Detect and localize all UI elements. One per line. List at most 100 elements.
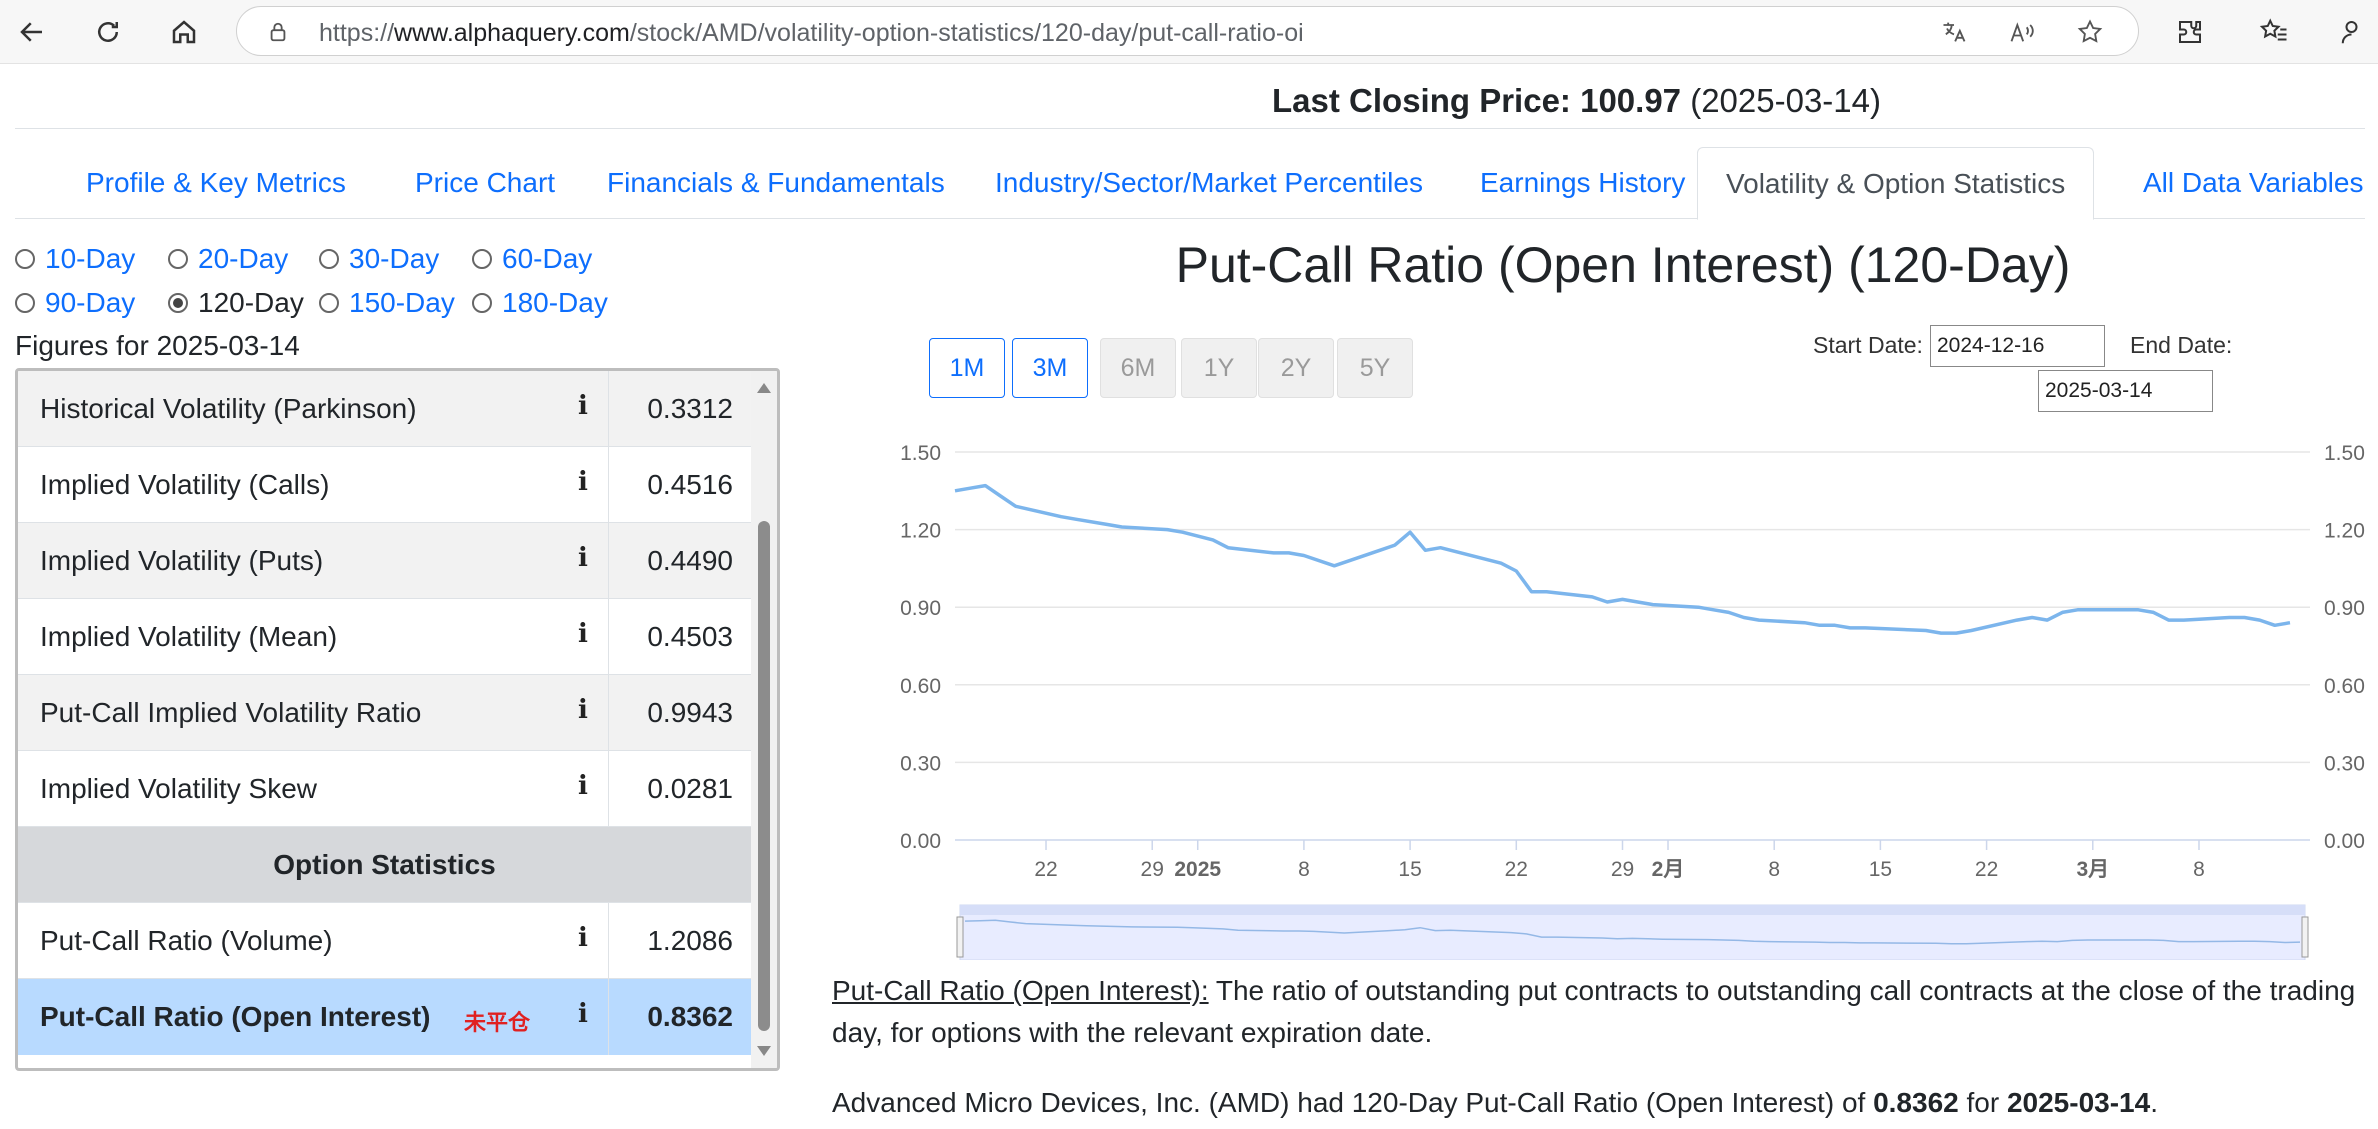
cell-divider (608, 523, 609, 599)
navigator-scrollbar[interactable] (960, 905, 2305, 915)
radio-circle[interactable] (168, 293, 188, 313)
stat-value: 0.9943 (647, 697, 733, 728)
divider (15, 128, 2365, 129)
address-bar[interactable]: https://www.alphaquery.com/stock/AMD/vol… (236, 6, 2139, 56)
favorite-star-icon[interactable] (2073, 15, 2107, 49)
navigator-handle-left[interactable] (956, 916, 964, 958)
tab-financials[interactable]: Financials & Fundamentals (607, 167, 945, 198)
table-row-selected[interactable]: Put-Call Ratio (Open Interest) 未平仓 i 0.8… (18, 979, 751, 1055)
info-icon[interactable]: i (578, 695, 588, 725)
radio-label[interactable]: 10-Day (45, 243, 136, 274)
radio-label[interactable]: 90-Day (45, 287, 136, 318)
x-tick-label: 15 (1869, 858, 1892, 881)
y-tick-label: 0.60 (900, 675, 941, 698)
refresh-icon[interactable] (84, 8, 132, 56)
radio-circle[interactable] (15, 293, 35, 313)
radio-90-day[interactable]: 90-Day (15, 287, 135, 319)
table-row[interactable]: Implied Volatility (Puts) i 0.4490 (18, 523, 751, 599)
x-tick-label: 22 (1034, 858, 1057, 881)
y-tick-label: 0.90 (900, 597, 941, 620)
radio-circle[interactable] (319, 293, 339, 313)
radio-circle[interactable] (472, 293, 492, 313)
radio-label[interactable]: 60-Day (502, 243, 593, 274)
radio-circle[interactable] (472, 249, 492, 269)
put-call-ratio-chart[interactable]: 0.00 0.30 0.60 0.90 1.20 1.50 0.00 0.30 0.60 0.9… (860, 430, 2378, 960)
radio-circle[interactable] (168, 249, 188, 269)
table-row[interactable]: Historical Volatility (Parkinson) i 0.33… (18, 371, 751, 447)
read-aloud-icon[interactable] (2005, 15, 2039, 49)
radio-circle[interactable] (15, 249, 35, 269)
info-icon[interactable]: i (578, 771, 588, 801)
table-row[interactable]: Implied Volatility Skew i 0.0281 (18, 751, 751, 827)
radio-circle[interactable] (319, 249, 339, 269)
scroll-thumb[interactable] (758, 521, 770, 1031)
info-icon[interactable]: i (578, 467, 588, 497)
range-2y-button[interactable]: 2Y (1258, 338, 1334, 398)
radio-label[interactable]: 20-Day (198, 243, 289, 274)
end-date-input[interactable]: 2025-03-14 (2038, 370, 2213, 412)
translation-badge: 未平仓 (464, 1010, 531, 1035)
x-axis: 22 29 2025 8 15 22 29 2月 8 15 22 3月 8 (1034, 840, 2205, 881)
x-tick-label: 8 (1768, 858, 1780, 881)
x-tick-label: 2月 (1652, 858, 1685, 881)
range-6m-button[interactable]: 6M (1100, 338, 1176, 398)
chart-series (954, 483, 2291, 635)
start-date-input[interactable]: 2024-12-16 (1930, 325, 2105, 367)
info-icon[interactable]: i (578, 391, 588, 421)
cell-divider (608, 903, 609, 979)
x-tick-label: 8 (1298, 858, 1310, 881)
info-icon[interactable]: i (578, 619, 588, 649)
url-text[interactable]: https://www.alphaquery.com/stock/AMD/vol… (319, 19, 1304, 47)
radio-label[interactable]: 30-Day (349, 243, 440, 274)
radio-10-day[interactable]: 10-Day (15, 243, 135, 275)
table-row[interactable]: Put-Call Ratio (Volume) i 1.2086 (18, 903, 751, 979)
info-icon[interactable]: i (578, 923, 588, 953)
x-tick-label: 22 (1505, 858, 1528, 881)
tab-percentiles[interactable]: Industry/Sector/Market Percentiles (995, 167, 1423, 198)
radio-label[interactable]: 180-Day (502, 287, 608, 318)
tab-all-data-variables[interactable]: All Data Variables (2143, 167, 2364, 198)
x-tick-label: 15 (1398, 858, 1421, 881)
x-tick-label: 2025 (1174, 858, 1221, 881)
table-row[interactable]: Implied Volatility (Calls) i 0.4516 (18, 447, 751, 523)
radio-label[interactable]: 120-Day (198, 287, 304, 318)
range-5y-button[interactable]: 5Y (1337, 338, 1413, 398)
table-scrollbar[interactable] (751, 371, 777, 1068)
back-icon[interactable] (8, 8, 56, 56)
navigator-handle-right[interactable] (2301, 916, 2309, 958)
translate-icon[interactable] (1937, 15, 1971, 49)
table-row[interactable]: Implied Volatility (Mean) i 0.4503 (18, 599, 751, 675)
radio-30-day[interactable]: 30-Day (319, 243, 439, 275)
tab-earnings-history[interactable]: Earnings History (1480, 167, 1686, 198)
extensions-icon[interactable] (2166, 8, 2214, 56)
profile-icon[interactable] (2330, 8, 2378, 56)
lock-icon[interactable] (261, 15, 295, 49)
radio-label[interactable]: 150-Day (349, 287, 455, 318)
scroll-up-arrow-icon[interactable] (757, 383, 771, 393)
scroll-down-arrow-icon[interactable] (757, 1046, 771, 1056)
tab-profile-key-metrics[interactable]: Profile & Key Metrics (86, 167, 346, 198)
tab-price-chart[interactable]: Price Chart (415, 167, 556, 198)
stat-value: 0.8362 (647, 1001, 733, 1032)
section-heading: Option Statistics (273, 849, 496, 880)
home-icon[interactable] (160, 8, 208, 56)
table-row[interactable]: Put-Call Implied Volatility Ratio i 0.99… (18, 675, 751, 751)
radio-60-day[interactable]: 60-Day (472, 243, 592, 275)
info-icon[interactable]: i (578, 999, 588, 1029)
radio-20-day[interactable]: 20-Day (168, 243, 288, 275)
x-tick-label: 3月 (2076, 858, 2109, 881)
description-text: The ratio of outstanding put contracts t… (832, 975, 2356, 1048)
range-3m-button[interactable]: 3M (1012, 338, 1088, 398)
info-icon[interactable]: i (578, 543, 588, 573)
y-tick-label: 0.90 (2324, 597, 2365, 620)
summary-mid: for (1958, 1087, 2007, 1118)
statistics-table: Historical Volatility (Parkinson) i 0.33… (15, 368, 780, 1071)
tab-volatility-option-statistics[interactable]: Volatility & Option Statistics (1697, 147, 2095, 220)
radio-150-day[interactable]: 150-Day (319, 287, 455, 319)
range-1m-button[interactable]: 1M (929, 338, 1005, 398)
range-1y-button[interactable]: 1Y (1181, 338, 1257, 398)
radio-180-day[interactable]: 180-Day (472, 287, 608, 319)
chart-navigator[interactable] (956, 904, 2309, 960)
favorites-icon[interactable] (2250, 8, 2298, 56)
radio-120-day[interactable]: 120-Day (168, 287, 304, 319)
